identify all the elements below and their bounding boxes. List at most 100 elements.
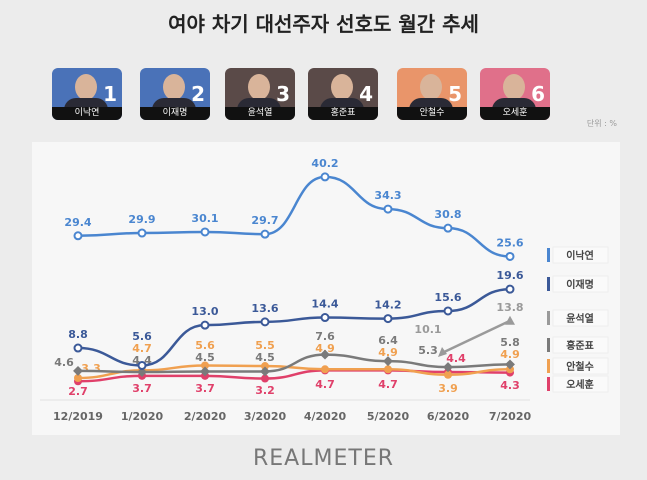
- candidate-name: 이낙연: [52, 107, 122, 120]
- legend-item: 이낙연: [547, 246, 609, 264]
- data-label: 29.7: [251, 214, 278, 227]
- data-point: [505, 284, 515, 294]
- chart-panel: [32, 142, 620, 435]
- legend-box: [552, 357, 609, 375]
- legend-box: [552, 336, 609, 354]
- rank-number: 4: [359, 82, 373, 106]
- legend-swatch: [547, 377, 550, 391]
- x-tick-label: 3/2020: [244, 410, 287, 423]
- rank-number: 5: [448, 82, 462, 106]
- data-label: 3.2: [255, 384, 275, 397]
- x-tick-label: 4/2020: [304, 410, 347, 423]
- arrow-head: [438, 346, 447, 357]
- legend-item: 오세훈: [547, 375, 609, 393]
- portrait: [248, 74, 270, 100]
- data-label: 4.9: [500, 348, 520, 361]
- legend-swatch: [547, 311, 550, 325]
- candidate-card: 1 이낙연: [52, 68, 122, 120]
- candidate-name: 윤석열: [225, 107, 295, 120]
- data-label: 4.5: [195, 351, 215, 364]
- realmeter-logo: REALMETER: [253, 446, 394, 471]
- data-label: 6.4: [378, 334, 398, 347]
- data-point: [137, 367, 147, 377]
- rank-number: 6: [531, 82, 545, 106]
- data-label: 3.7: [195, 382, 215, 395]
- data-label: 2.7: [68, 385, 88, 398]
- data-point: [505, 359, 515, 370]
- data-label: 13.6: [251, 302, 278, 315]
- data-label: 10.1: [414, 323, 441, 336]
- legend-box: [552, 375, 609, 393]
- data-label: 4.6: [54, 356, 74, 369]
- legend-item: 윤석열: [547, 309, 609, 327]
- data-label: 5.5: [255, 339, 275, 352]
- candidate-card: 4 홍준표: [308, 68, 378, 120]
- data-point: [444, 370, 452, 379]
- data-label: 3.3: [81, 362, 101, 375]
- data-point: [383, 204, 393, 214]
- data-label: 5.3: [418, 344, 438, 357]
- legend-box: [552, 246, 609, 264]
- data-point: [200, 366, 210, 377]
- rank-number: 1: [103, 82, 117, 106]
- portrait: [503, 74, 525, 100]
- candidate-name: 이재명: [140, 107, 210, 120]
- candidate-name: 오세훈: [480, 107, 550, 120]
- data-label: 15.6: [434, 291, 461, 304]
- data-point: [320, 349, 330, 360]
- data-label: 29.9: [128, 213, 155, 226]
- x-tick-label: 12/2019: [53, 410, 103, 423]
- candidate-card: 5 안철수: [397, 68, 467, 120]
- legend-box: [552, 275, 609, 293]
- data-label: 4.9: [378, 346, 398, 359]
- x-tick-label: 2/2020: [184, 410, 227, 423]
- data-point: [200, 227, 210, 237]
- data-label: 5.8: [500, 336, 520, 349]
- data-point: [73, 343, 83, 353]
- data-label: 5.6: [132, 330, 152, 343]
- data-label: 4.3: [500, 379, 520, 392]
- data-label: 14.2: [374, 299, 401, 312]
- data-label: 3.7: [132, 382, 152, 395]
- legend-item: 홍준표: [547, 336, 609, 354]
- legend-item: 이재명: [547, 275, 609, 293]
- data-point: [443, 223, 453, 233]
- data-label: 13.8: [496, 301, 523, 314]
- data-point: [137, 360, 147, 370]
- data-point: [200, 320, 210, 330]
- data-label: 5.6: [195, 339, 215, 352]
- portrait: [163, 74, 185, 100]
- legend-label: 오세훈: [566, 378, 594, 391]
- data-label: 4.7: [315, 378, 335, 391]
- page-title: 여야 차기 대선주자 선호도 월간 추세: [168, 12, 479, 36]
- data-label: 13.0: [191, 305, 218, 318]
- data-point: [261, 362, 269, 371]
- candidate-name: 안철수: [397, 107, 467, 120]
- data-point: [505, 251, 515, 261]
- data-point: [443, 306, 453, 316]
- data-point: [320, 172, 330, 182]
- data-label: 4.7: [132, 342, 152, 355]
- candidate-card: 2 이재명: [140, 68, 210, 120]
- data-label: 4.5: [255, 351, 275, 364]
- x-tick-label: 6/2020: [427, 410, 470, 423]
- candidate-card: 6 오세훈: [480, 68, 550, 120]
- data-point: [260, 229, 270, 239]
- data-point: [383, 356, 393, 367]
- rank-number: 3: [276, 82, 290, 106]
- data-label: 4.4: [132, 354, 152, 367]
- unit-label: 단위 : %: [586, 119, 617, 128]
- data-point: [260, 366, 270, 377]
- legend-label: 윤석열: [566, 312, 594, 325]
- data-point: [260, 317, 270, 327]
- legend-item: 안철수: [547, 357, 609, 375]
- data-point: [74, 374, 82, 383]
- portrait: [75, 74, 97, 100]
- data-point: [261, 374, 269, 383]
- portrait: [331, 74, 353, 100]
- data-label: 8.8: [68, 328, 88, 341]
- candidate-name: 홍준표: [308, 107, 378, 120]
- legend-label: 이낙연: [566, 249, 594, 262]
- data-label: 14.4: [311, 298, 338, 311]
